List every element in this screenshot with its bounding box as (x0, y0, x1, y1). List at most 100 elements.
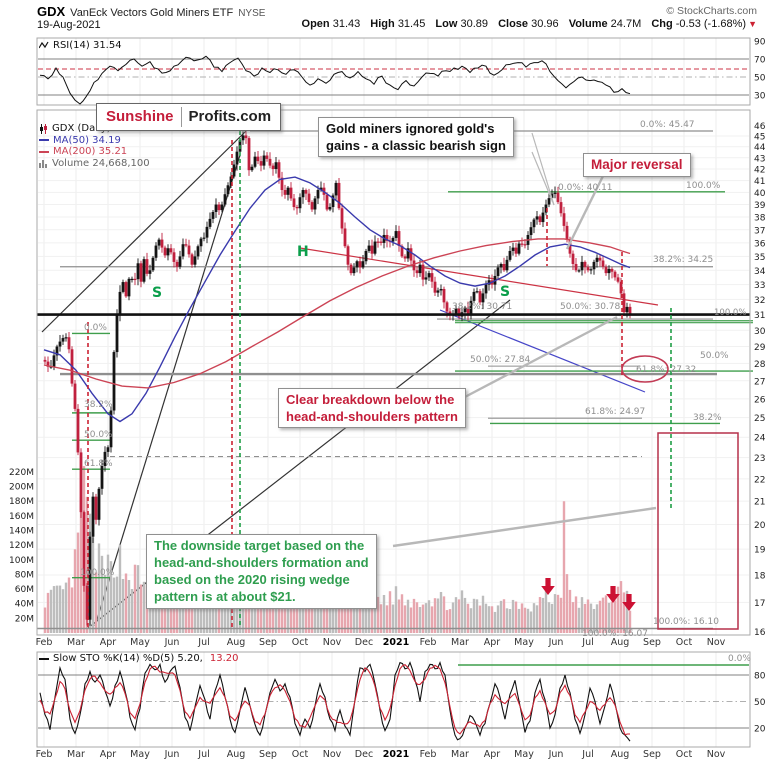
svg-text:Jul: Jul (197, 637, 209, 648)
svg-text:Jun: Jun (548, 749, 564, 760)
close-label: Close (498, 18, 529, 30)
watermark-box: Sunshine Profits.com (96, 103, 282, 131)
annotation-line: The downside target based on the (154, 538, 365, 553)
svg-text:Apr: Apr (484, 637, 501, 648)
svg-text:90: 90 (754, 38, 765, 48)
svg-text:S: S (500, 284, 510, 300)
svg-text:19: 19 (754, 546, 765, 556)
svg-text:H: H (297, 244, 309, 260)
svg-text:36: 36 (754, 239, 765, 249)
annotation-line: based on the 2020 rising wedge (154, 572, 350, 588)
svg-text:28: 28 (754, 360, 765, 370)
svg-text:180M: 180M (9, 497, 34, 507)
svg-text:Sep: Sep (643, 749, 661, 760)
volume-bars-icon (39, 159, 47, 168)
svg-text:46: 46 (754, 122, 765, 132)
svg-text:35: 35 (754, 253, 765, 263)
svg-text:Sep: Sep (259, 749, 277, 760)
annotation-gold-miners: Gold miners ignored gold's gains - a cla… (318, 117, 514, 158)
indicator-icon (39, 41, 49, 49)
rsi-legend-text: RSI(14) 31.54 (53, 40, 122, 52)
svg-text:44: 44 (754, 143, 765, 153)
svg-text:23: 23 (754, 454, 765, 464)
svg-text:Sep: Sep (643, 637, 661, 648)
svg-text:Mar: Mar (67, 637, 85, 648)
svg-text:May: May (514, 749, 534, 760)
svg-text:0.0%: 0.0% (84, 323, 107, 333)
svg-text:2021: 2021 (383, 749, 409, 760)
svg-text:Jul: Jul (581, 749, 593, 760)
svg-text:120M: 120M (9, 541, 34, 551)
svg-text:17: 17 (754, 599, 765, 609)
watermark-sunshine: Sunshine (106, 108, 174, 125)
svg-text:61.8%: 27.32: 61.8%: 27.32 (636, 365, 696, 375)
svg-text:50.0%: 30.78: 50.0%: 30.78 (560, 302, 621, 312)
svg-text:20M: 20M (15, 614, 34, 624)
svg-text:20: 20 (754, 521, 765, 531)
annotation-line: Clear breakdown below the (286, 392, 455, 407)
legend-row-volume: Volume 24,668,100 (39, 158, 150, 170)
svg-text:29: 29 (754, 343, 765, 353)
volume-label: Volume (568, 18, 608, 30)
svg-text:50.0%: 27.84: 50.0%: 27.84 (470, 355, 531, 365)
svg-text:33: 33 (754, 281, 765, 291)
annotation-line: head-and-shoulders formation and (154, 555, 369, 571)
svg-text:Dec: Dec (355, 749, 373, 760)
ma50-line-icon (39, 139, 49, 142)
annotation-breakdown: Clear breakdown below the head-and-shoul… (278, 388, 466, 429)
volume-legend-label: Volume 24,668,100 (52, 157, 150, 169)
low-value: 30.89 (460, 18, 488, 30)
svg-text:42: 42 (754, 166, 765, 176)
svg-text:May: May (130, 749, 150, 760)
annotation-major-reversal: Major reversal (583, 153, 691, 177)
exchange-label: NYSE (238, 8, 266, 19)
copyright: © StockCharts.com (666, 5, 757, 17)
svg-text:Feb: Feb (36, 749, 53, 760)
svg-text:Jul: Jul (197, 749, 209, 760)
svg-text:100.0%: 100.0% (686, 181, 721, 191)
svg-text:Feb: Feb (420, 749, 437, 760)
svg-text:Feb: Feb (420, 637, 437, 648)
svg-text:140M: 140M (9, 527, 34, 537)
annotation-downside-target: The downside target based on the head-an… (146, 534, 377, 609)
annotation-line: Gold miners ignored gold's (326, 121, 495, 136)
svg-text:Oct: Oct (292, 637, 309, 648)
legend-row-ma50: MA(50) 34.19 (39, 135, 150, 147)
watermark-profits: Profits.com (188, 108, 272, 125)
svg-text:37: 37 (754, 226, 765, 236)
svg-text:0.0%: 40.11: 0.0%: 40.11 (558, 183, 613, 193)
svg-text:Apr: Apr (100, 749, 117, 760)
svg-text:Apr: Apr (100, 637, 117, 648)
svg-text:25: 25 (754, 414, 765, 424)
svg-text:40: 40 (754, 189, 765, 199)
sto-legend-text: Slow STO %K(14) %D(5) 5.20, (53, 653, 203, 665)
svg-text:38.2%: 34.25: 38.2%: 34.25 (653, 255, 713, 265)
svg-text:50.0%: 50.0% (84, 430, 113, 440)
svg-text:100.0%: 16.07: 100.0%: 16.07 (582, 629, 648, 639)
svg-text:Jun: Jun (164, 749, 180, 760)
svg-text:70: 70 (754, 56, 765, 66)
chg-label: Chg (651, 18, 673, 30)
svg-text:30: 30 (754, 327, 765, 337)
svg-text:50.0%: 50.0% (700, 351, 729, 361)
svg-text:38.2%: 38.2% (693, 413, 722, 423)
quote-bar: Open 31.43 High 31.45 Low 30.89 Close 30… (295, 18, 757, 30)
svg-text:31: 31 (754, 311, 765, 321)
svg-text:220M: 220M (9, 468, 34, 478)
svg-text:Dec: Dec (355, 637, 373, 648)
annotation-line: gains - a classic bearish sign (326, 138, 506, 154)
svg-text:Oct: Oct (292, 749, 309, 760)
svg-text:18: 18 (754, 572, 765, 582)
svg-text:Aug: Aug (227, 637, 246, 648)
open-value: 31.43 (332, 18, 361, 30)
svg-text:39: 39 (754, 201, 765, 211)
svg-text:40M: 40M (15, 600, 34, 610)
ma200-label: MA(200) 35.21 (53, 146, 128, 158)
svg-text:34: 34 (754, 267, 765, 277)
quote-date: 19-Aug-2021 (37, 19, 101, 31)
volume-value: 24.7M (610, 18, 642, 30)
svg-text:41: 41 (754, 177, 765, 187)
svg-text:27: 27 (754, 377, 765, 387)
svg-text:May: May (130, 637, 150, 648)
svg-text:0.0%: 45.47: 0.0%: 45.47 (640, 120, 695, 130)
